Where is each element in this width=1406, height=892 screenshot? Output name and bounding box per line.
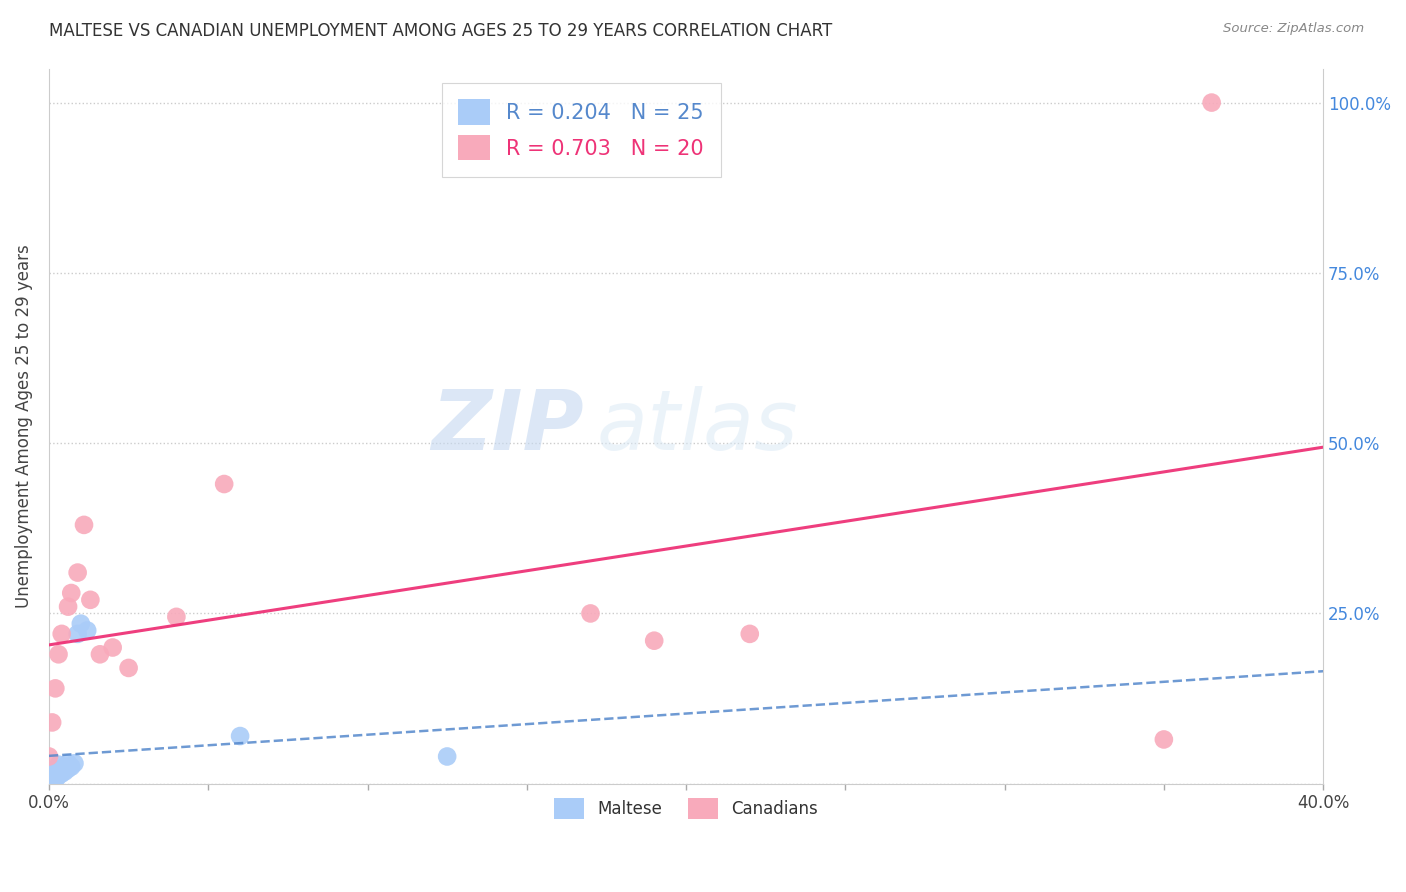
Point xyxy=(41,766,63,780)
Point xyxy=(738,627,761,641)
Point xyxy=(44,764,66,779)
Point xyxy=(643,633,665,648)
Point xyxy=(66,627,89,641)
Point xyxy=(60,760,83,774)
Text: Source: ZipAtlas.com: Source: ZipAtlas.com xyxy=(1223,22,1364,36)
Point xyxy=(48,763,70,777)
Point xyxy=(69,616,91,631)
Point xyxy=(53,764,76,779)
Point xyxy=(48,757,70,772)
Point xyxy=(48,768,70,782)
Point xyxy=(38,777,60,791)
Point xyxy=(63,756,86,771)
Point xyxy=(229,729,252,743)
Point xyxy=(165,610,187,624)
Point xyxy=(48,648,70,662)
Point xyxy=(41,777,63,791)
Point xyxy=(41,715,63,730)
Legend: Maltese, Canadians: Maltese, Canadians xyxy=(548,792,824,825)
Point xyxy=(56,762,79,776)
Point xyxy=(51,627,73,641)
Point xyxy=(38,773,60,788)
Point xyxy=(66,566,89,580)
Text: ZIP: ZIP xyxy=(432,385,583,467)
Point xyxy=(79,592,101,607)
Point xyxy=(38,768,60,782)
Point xyxy=(73,517,96,532)
Point xyxy=(1153,732,1175,747)
Point xyxy=(212,477,235,491)
Point xyxy=(56,756,79,771)
Text: atlas: atlas xyxy=(598,385,799,467)
Point xyxy=(89,648,111,662)
Point xyxy=(51,762,73,776)
Point xyxy=(76,624,98,638)
Point xyxy=(53,760,76,774)
Point xyxy=(1201,95,1223,110)
Point xyxy=(117,661,139,675)
Point xyxy=(44,770,66,784)
Point xyxy=(38,749,60,764)
Point xyxy=(436,749,458,764)
Point xyxy=(579,607,602,621)
Y-axis label: Unemployment Among Ages 25 to 29 years: Unemployment Among Ages 25 to 29 years xyxy=(15,244,32,608)
Point xyxy=(56,599,79,614)
Text: MALTESE VS CANADIAN UNEMPLOYMENT AMONG AGES 25 TO 29 YEARS CORRELATION CHART: MALTESE VS CANADIAN UNEMPLOYMENT AMONG A… xyxy=(49,22,832,40)
Point xyxy=(101,640,124,655)
Point xyxy=(44,773,66,788)
Point xyxy=(41,772,63,786)
Point xyxy=(51,766,73,780)
Point xyxy=(60,586,83,600)
Point xyxy=(44,681,66,696)
